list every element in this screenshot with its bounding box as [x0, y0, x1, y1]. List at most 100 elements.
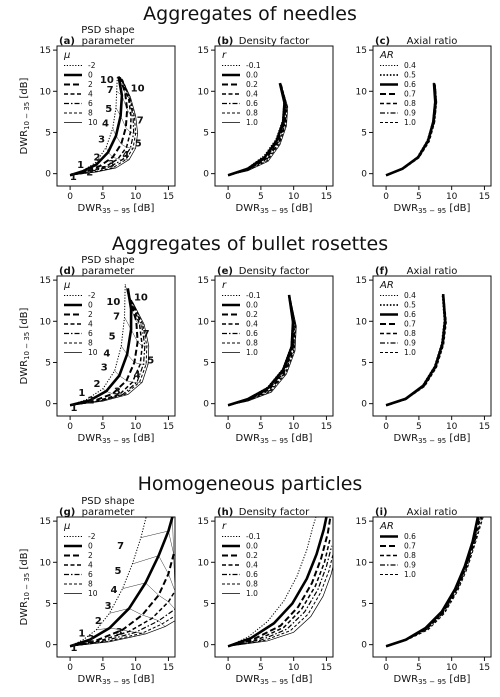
x-tick-label: 10	[130, 422, 142, 432]
series-line	[69, 297, 143, 407]
x-tick-label: 10	[446, 663, 458, 673]
y-tick-label: 10	[356, 558, 368, 568]
x-tick-label: 15	[321, 422, 332, 432]
series-line	[228, 545, 333, 647]
legend-label: 1.0	[404, 348, 416, 357]
x-tick-label: 0	[67, 192, 73, 202]
x-axis-label: DWR35 − 95 [dB]	[394, 203, 471, 215]
y-tick-label: 0	[45, 170, 51, 180]
legend-title: r	[222, 521, 227, 532]
y-tick-label: 0	[45, 400, 51, 410]
x-tick-label: 5	[258, 422, 264, 432]
x-tick-label: 5	[100, 192, 106, 202]
legend-label: 10	[88, 348, 98, 357]
series-line	[69, 296, 139, 407]
panel-title: Density factor	[239, 266, 310, 277]
curve-label: 10	[131, 83, 145, 94]
series-line	[69, 288, 133, 407]
legend-label: 0.2	[246, 551, 258, 560]
x-tick-label: 5	[258, 663, 264, 673]
series-line	[385, 295, 447, 406]
legend-label: 0.8	[404, 329, 416, 338]
y-tick-label: 0	[361, 400, 367, 410]
series-line	[70, 299, 146, 406]
series-line	[69, 590, 175, 648]
x-axis-label: DWR35 − 95 [dB]	[236, 203, 313, 215]
chart-panel: (h) Density factor 0 5 10 15 0 5 10 15 DWR35 − 95 …	[198, 507, 334, 686]
y-tick-label: 0	[203, 400, 209, 410]
legend-label: 0.9	[404, 109, 416, 118]
curve-label: 5	[105, 104, 112, 115]
legend-label: -0.1	[246, 291, 261, 300]
curve-label: 1	[78, 388, 85, 399]
legend-label: 0.0	[246, 71, 258, 80]
curve-label: 7	[117, 541, 124, 552]
legend-label: 0.6	[404, 532, 416, 541]
legend-title: AR	[379, 50, 394, 61]
legend-title: r	[222, 50, 227, 61]
legend-label: 0.6	[246, 570, 258, 579]
legend-label: 0.6	[246, 329, 258, 338]
y-tick-label: 5	[203, 599, 209, 609]
series-line	[70, 79, 137, 176]
y-tick-label: 0	[45, 641, 51, 651]
legend-label: 0.6	[404, 80, 416, 89]
y-axis-label: DWR10 − 35 [dB]	[19, 307, 31, 384]
panel-letter: (h)	[217, 507, 233, 518]
legend-title: AR	[379, 521, 394, 532]
panel-letter: (a)	[59, 36, 75, 47]
curve-label: 2	[95, 616, 102, 627]
series-line	[70, 301, 150, 406]
series-line	[385, 517, 483, 647]
series-line	[70, 620, 175, 647]
y-tick-label: 15	[40, 517, 51, 527]
series-line	[228, 87, 289, 176]
row-title: Homogeneous particles	[138, 473, 363, 495]
curve-label: 7	[143, 329, 150, 340]
panel-title: Axial ratio	[407, 36, 458, 47]
series-line	[385, 517, 480, 648]
legend-label: -2	[88, 291, 96, 300]
legend-label: 0.2	[246, 310, 258, 319]
legend-label: 0.0	[246, 301, 258, 310]
y-tick-label: 15	[40, 276, 51, 286]
series-line	[385, 295, 447, 406]
x-tick-label: 10	[446, 422, 458, 432]
row-title: Aggregates of bullet rosettes	[112, 233, 388, 255]
legend-title: μ	[63, 521, 70, 532]
x-tick-label: 10	[446, 192, 458, 202]
legend-label: 1.0	[404, 570, 416, 579]
legend-label: 0.8	[404, 99, 416, 108]
legend-label: -0.1	[246, 61, 261, 70]
series-line	[228, 298, 297, 406]
y-tick-label: 5	[361, 358, 367, 368]
x-tick-label: 15	[321, 192, 332, 202]
y-tick-label: 10	[356, 87, 368, 97]
legend-label: 2	[88, 310, 93, 319]
y-tick-label: 15	[356, 517, 367, 527]
y-tick-label: 15	[40, 46, 51, 56]
y-tick-label: 15	[198, 46, 209, 56]
x-tick-label: 15	[163, 192, 174, 202]
curve-label: 2	[86, 167, 93, 178]
curve-label: 2	[88, 396, 95, 407]
legend-label: 0.5	[404, 71, 416, 80]
chart-panel: (c) Axial ratio 0 5 10 15 0 5 10 15 DWR35 − 95 [dB…	[356, 36, 492, 215]
legend-title: r	[222, 280, 227, 291]
curve-label: 5	[135, 138, 142, 149]
series-line	[227, 517, 317, 647]
panel-letter: (i)	[375, 507, 388, 518]
y-tick-label: 0	[361, 170, 367, 180]
legend-label: 10	[88, 589, 98, 598]
y-axis-label: DWR10 − 35 [dB]	[19, 77, 31, 154]
series-line	[228, 566, 333, 647]
plot-frame	[372, 45, 492, 187]
plot-frame	[214, 516, 334, 658]
curve-label: 1	[78, 628, 85, 639]
y-tick-label: 5	[45, 599, 51, 609]
curve-label: 1	[77, 160, 84, 171]
